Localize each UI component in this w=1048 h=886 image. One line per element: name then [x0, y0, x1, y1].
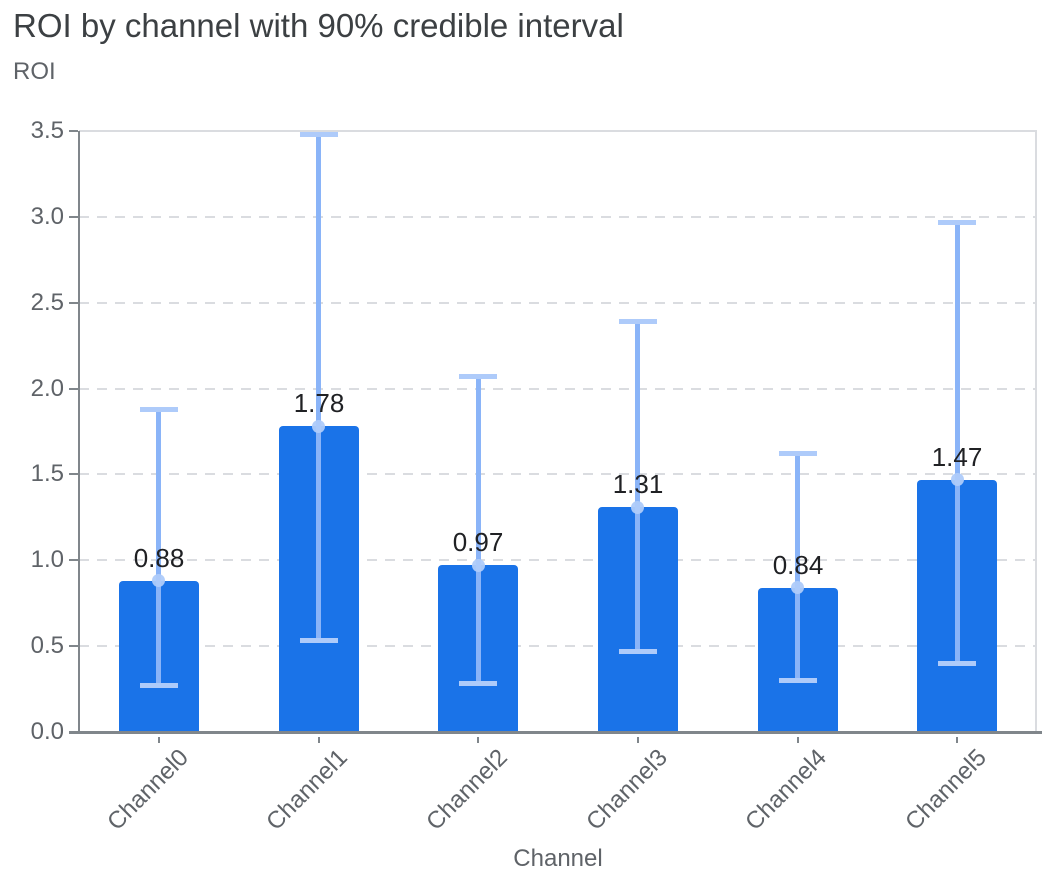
error-bar-cap-top [140, 407, 178, 412]
error-bar-cap-bottom [619, 649, 657, 654]
x-tick-label: Channel0 [102, 744, 195, 836]
error-bar-stem [476, 377, 481, 684]
bar-value-label: 1.78 [293, 388, 345, 418]
gridline [79, 473, 1037, 475]
gridline [79, 388, 1037, 390]
mean-marker [152, 574, 165, 587]
error-bar-cap-bottom [140, 683, 178, 688]
x-tick-label: Channel1 [261, 744, 354, 836]
mean-marker [631, 501, 644, 514]
bar-value-label: 1.31 [612, 469, 664, 499]
y-tick [69, 130, 78, 132]
y-tick-label: 1.5 [30, 460, 64, 487]
gridline [79, 302, 1037, 304]
gridline [79, 645, 1037, 647]
plot-right-border [1035, 131, 1037, 732]
bar-value-label: 0.88 [133, 543, 185, 573]
x-tick-label: Channel3 [581, 744, 674, 836]
y-axis-line [78, 131, 80, 734]
y-tick [69, 473, 78, 475]
x-tick-label: Channel4 [740, 744, 833, 836]
y-tick-label: 0.5 [30, 632, 64, 659]
error-bar-cap-top [619, 319, 657, 324]
y-tick-label: 3.5 [30, 117, 64, 144]
error-bar-stem [156, 409, 161, 685]
bar-value-label: 0.97 [452, 527, 504, 557]
gridline [79, 559, 1037, 561]
plot-top-border [79, 130, 1037, 132]
error-bar-cap-bottom [938, 661, 976, 666]
error-bar-stem [795, 454, 800, 681]
y-tick [69, 302, 78, 304]
y-tick [69, 645, 78, 647]
y-axis-title: ROI [13, 58, 56, 85]
x-tick [797, 737, 799, 743]
y-tick-label: 2.5 [30, 289, 64, 316]
x-tick-label: Channel5 [900, 744, 993, 836]
y-tick [69, 731, 78, 733]
error-bar-stem [635, 322, 640, 652]
y-tick-label: 0.0 [30, 718, 64, 745]
y-tick [69, 388, 78, 390]
y-tick-label: 2.0 [30, 375, 64, 402]
x-tick [318, 737, 320, 743]
y-tick [69, 559, 78, 561]
bar-value-label: 1.47 [931, 442, 983, 472]
y-tick [69, 216, 78, 218]
error-bar-stem [955, 222, 960, 663]
x-tick [637, 737, 639, 743]
x-axis-title: Channel [513, 845, 603, 872]
x-tick [158, 737, 160, 743]
mean-marker [791, 581, 804, 594]
y-tick-label: 3.0 [30, 203, 64, 230]
error-bar-stem [316, 134, 321, 641]
error-bar-cap-top [938, 220, 976, 225]
y-tick-label: 1.0 [30, 546, 64, 573]
mean-marker [472, 559, 485, 572]
chart-title: ROI by channel with 90% credible interva… [13, 7, 624, 44]
error-bar-cap-top [779, 451, 817, 456]
error-bar-cap-top [459, 374, 497, 379]
gridline [79, 216, 1037, 218]
x-tick-label: Channel2 [421, 744, 514, 836]
error-bar-cap-bottom [779, 678, 817, 683]
x-axis-line [69, 731, 1042, 734]
error-bar-cap-top [300, 132, 338, 137]
x-tick [477, 737, 479, 743]
bar-value-label: 0.84 [772, 550, 824, 580]
x-tick [956, 737, 958, 743]
error-bar-cap-bottom [300, 638, 338, 643]
mean-marker [312, 420, 325, 433]
mean-marker [951, 473, 964, 486]
error-bar-cap-bottom [459, 681, 497, 686]
